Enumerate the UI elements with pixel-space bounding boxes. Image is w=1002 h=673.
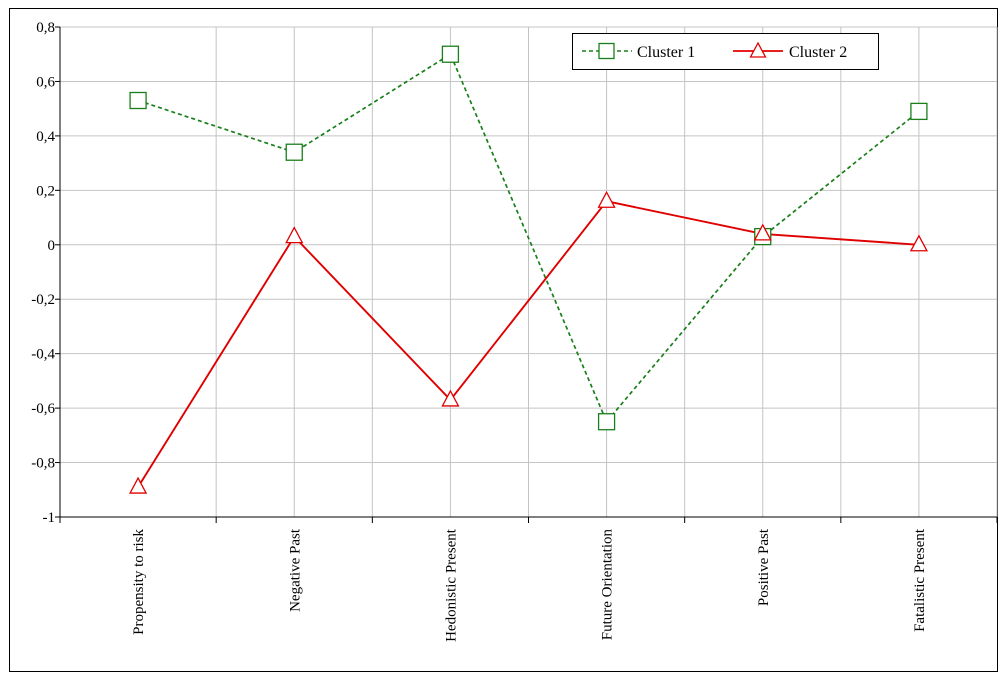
y-tick-label: -1 <box>43 510 56 526</box>
legend-box <box>572 33 879 70</box>
data-point-cluster-1 <box>285 143 303 161</box>
x-tick-label: Positive Past <box>756 528 772 606</box>
series-line-cluster-2 <box>137 200 919 488</box>
axes: 0,8 0,6 0,4 0,2 0 -0,2 -0,4 -0,6 -0,8 -1 Propensit… <box>31 20 998 642</box>
legend-label-cluster-1: Cluster 1 <box>637 44 695 61</box>
y-tick-label: -0,4 <box>31 347 55 363</box>
data-point-cluster-2 <box>597 190 616 208</box>
data-point-cluster-1 <box>129 91 147 110</box>
data-point-cluster-1 <box>441 45 460 63</box>
y-tick-label: -0,2 <box>31 292 55 308</box>
legend: Cluster 1 Cluster 2 <box>572 33 879 70</box>
x-tick-label: Fatalistic Present <box>912 528 928 632</box>
x-tick-label: Future Orientation <box>600 529 616 641</box>
legend-label-cluster-2: Cluster 2 <box>789 44 847 61</box>
data-point-cluster-2 <box>441 389 460 407</box>
gridlines <box>60 26 998 518</box>
y-tick-label: 0 <box>48 238 56 254</box>
y-tick-label: 0,6 <box>36 74 55 90</box>
x-tick-label: Propensity to risk <box>131 529 147 635</box>
data-point-cluster-2 <box>753 223 772 241</box>
data-point-cluster-2 <box>128 476 148 494</box>
y-tick-label: 0,8 <box>36 20 55 36</box>
chart-border <box>9 8 998 672</box>
x-tick-label: Hedonistic Present <box>443 528 459 642</box>
y-tick-label: 0,2 <box>36 183 55 199</box>
series-layer <box>128 45 929 494</box>
data-point-cluster-2 <box>909 234 929 252</box>
data-point-cluster-1 <box>910 102 928 121</box>
legend-marker-cluster-1 <box>598 42 615 60</box>
data-point-cluster-2 <box>285 226 304 244</box>
legend-marker-cluster-2 <box>749 41 767 58</box>
y-tick-label: 0,4 <box>36 129 55 145</box>
data-point-cluster-1 <box>597 413 616 431</box>
y-tick-label: -0,8 <box>31 456 55 472</box>
series-line-cluster-1 <box>137 52 920 424</box>
y-tick-label: -0,6 <box>31 401 55 417</box>
x-tick-label: Negative Past <box>287 528 303 612</box>
